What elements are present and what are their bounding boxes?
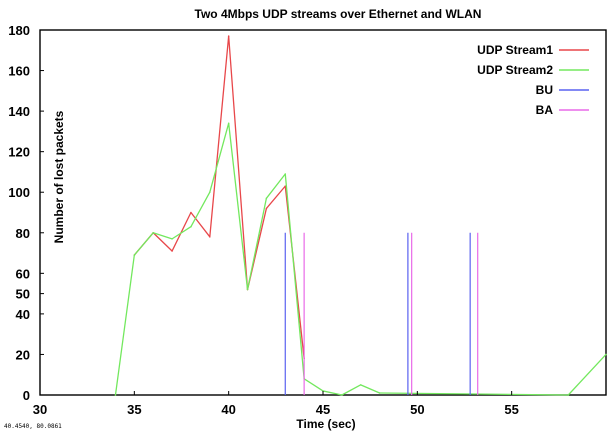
event-layer xyxy=(284,232,479,395)
y-tick-label-7: 120 xyxy=(8,145,30,160)
y-tick-label-0: 0 xyxy=(23,388,30,403)
y-tick-label-10: 180 xyxy=(8,23,30,38)
x-tick-label-0: 30 xyxy=(33,402,47,417)
plot-frame xyxy=(39,29,607,396)
coordinate-readout: 40.4540, 80.0861 xyxy=(4,423,62,430)
legend-label-1: UDP Stream1 xyxy=(477,43,553,57)
tick-layer: 30 35 40 45 50 55 0 20 40 50 60 80 100 120 140 160 180 xyxy=(8,23,519,417)
y-tick-label-2: 40 xyxy=(16,307,30,322)
plot-area xyxy=(39,29,607,396)
series-2-point-2 xyxy=(152,232,154,234)
series-1-point-2 xyxy=(171,250,173,252)
y-tick-label-6: 100 xyxy=(8,185,30,200)
x-tick-label-5: 55 xyxy=(504,402,518,417)
x-tick-label-2: 40 xyxy=(221,402,235,417)
x-tick-label-3: 45 xyxy=(316,402,330,417)
y-tick-label-3: 50 xyxy=(16,287,30,302)
series-2-point-6 xyxy=(227,122,230,125)
series-2-point-5 xyxy=(209,191,211,193)
series-1-point-8 xyxy=(284,185,287,187)
y-tick-label-8: 140 xyxy=(8,104,30,119)
series-2-point-4 xyxy=(190,225,192,228)
series-2-point-3 xyxy=(171,238,173,240)
series-2-point-8 xyxy=(265,197,268,200)
series-line-1 xyxy=(133,35,305,360)
legend: UDP Stream1 UDP Stream2 BU BA xyxy=(477,43,589,117)
series-1-point-3 xyxy=(190,211,192,214)
legend-label-4: BA xyxy=(536,103,554,117)
series-1-point-4 xyxy=(209,236,211,238)
series-2-point-0 xyxy=(114,394,117,396)
x-tick-label-4: 50 xyxy=(410,402,424,417)
series-2-point-13 xyxy=(359,384,362,386)
series-layer xyxy=(114,35,607,396)
series-2-point-1 xyxy=(133,254,136,256)
y-tick-label-4: 60 xyxy=(16,266,30,281)
legend-label-3: BU xyxy=(536,83,553,97)
y-tick-label-9: 160 xyxy=(8,64,30,79)
x-tick-label-1: 35 xyxy=(127,402,141,417)
series-1-point-5 xyxy=(227,35,230,37)
series-2-point-9 xyxy=(284,173,287,175)
series-2-point-7 xyxy=(246,288,249,291)
series-2-point-15 xyxy=(567,394,570,396)
series-2-point-12 xyxy=(341,394,343,396)
y-axis-label: Number of lost packets xyxy=(52,110,66,243)
chart-title: Two 4Mbps UDP streams over Ethernet and … xyxy=(195,7,482,21)
y-tick-label-5: 80 xyxy=(16,226,30,241)
x-axis-label: Time (sec) xyxy=(296,417,355,431)
legend-label-2: UDP Stream2 xyxy=(477,63,553,77)
series-2-point-16 xyxy=(605,353,607,356)
series-2-point-14 xyxy=(378,392,381,394)
y-tick-label-1: 20 xyxy=(16,347,30,362)
series-1-point-7 xyxy=(265,207,268,210)
